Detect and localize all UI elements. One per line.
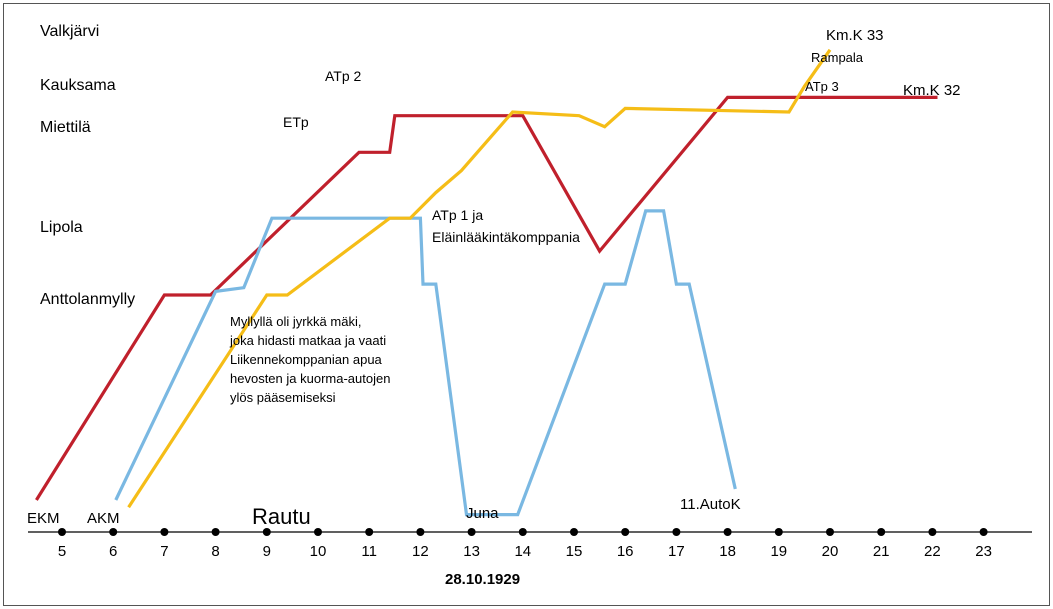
series-line-ekm: [35, 95, 938, 501]
x-tick-label: 22: [924, 543, 941, 560]
note-line: joka hidasti matkaa ja vaati: [229, 333, 386, 348]
x-tick-label: 14: [514, 543, 531, 560]
x-tick-dot: [467, 528, 476, 536]
place-label-valkjarvi: Valkjärvi: [40, 23, 99, 40]
annotation-km32: Km.K 32: [903, 82, 961, 99]
rautu-label: Rautu: [252, 504, 311, 529]
annotation-km33: Km.K 33: [826, 27, 884, 44]
date-label: 28.10.1929: [445, 571, 520, 588]
x-tick-label: 17: [668, 543, 685, 560]
x-tick-dot: [518, 528, 527, 536]
x-tick-label: 20: [822, 543, 839, 560]
x-tick-label: 11: [361, 543, 377, 560]
x-tick-dot: [723, 528, 732, 536]
place-label-lipola: Lipola: [40, 219, 83, 236]
x-tick-label: 6: [109, 543, 117, 560]
x-tick-dot: [416, 528, 425, 536]
x-tick-label: 13: [463, 543, 480, 560]
annotation-atp1: ATp 1 ja: [432, 207, 483, 223]
x-tick-dot: [570, 528, 578, 536]
series-line-third: [127, 48, 832, 509]
series-line-akm: [114, 209, 737, 517]
x-tick-label: 7: [160, 543, 168, 560]
x-tick-dot: [314, 528, 322, 536]
note-line: Liikennekomppanian apua: [230, 352, 383, 367]
x-tick-label: 12: [412, 543, 429, 560]
chart-border: [3, 3, 1050, 606]
x-tick-label: 16: [617, 543, 634, 560]
x-tick-dot: [877, 528, 886, 536]
place-label-kauksama: Kauksama: [40, 77, 116, 94]
place-label-miettila: Miettilä: [40, 119, 91, 136]
annotation-autok: 11.AutoK: [680, 496, 741, 513]
x-tick-dot: [928, 528, 937, 536]
x-tick-label: 10: [310, 543, 327, 560]
annotation-atp3: ATp 3: [805, 79, 839, 94]
x-tick-dot: [211, 528, 220, 536]
x-tick-dot: [774, 528, 783, 536]
annotation-ekm: EKM: [27, 510, 60, 527]
x-tick-dot: [979, 528, 988, 536]
series-layer: [35, 48, 938, 517]
x-tick-label: 9: [263, 543, 271, 560]
note-line: ylös pääsemiseksi: [230, 390, 336, 405]
place-label-anttolanmylly: Anttolanmylly: [40, 291, 135, 308]
annotation-elainlaakinta: Eläinlääkintäkomppania: [432, 229, 580, 245]
x-tick-dot: [109, 528, 118, 536]
x-tick-label: 5: [58, 543, 66, 560]
x-tick-label: 19: [770, 543, 787, 560]
x-tick-label: 18: [719, 543, 736, 560]
x-tick-dot: [160, 528, 169, 536]
annotation-atp2: ATp 2: [325, 68, 362, 84]
note-line: hevosten ja kuorma-autojen: [230, 371, 390, 386]
annotation-rampala: Rampala: [811, 50, 864, 65]
annotation-akm: AKM: [87, 510, 120, 527]
x-tick-layer: 5 6 7 8 9 10 11 12 13 14 15 16 17 18 19 20 21 22 23: [58, 528, 992, 560]
x-tick-label: 15: [566, 543, 583, 560]
note-line: Myllyllä oli jyrkkä mäki,: [230, 314, 361, 329]
x-tick-dot: [262, 528, 271, 536]
annotation-juna: Juna: [466, 505, 499, 522]
annotation-etp: ETp: [283, 114, 309, 130]
x-tick-dot: [672, 528, 681, 536]
x-tick-dot: [621, 528, 630, 536]
x-tick-label: 8: [211, 543, 219, 560]
x-tick-label: 23: [975, 543, 992, 560]
x-tick-dot: [826, 528, 834, 536]
x-tick-dot: [365, 528, 374, 536]
x-tick-label: 21: [873, 543, 890, 560]
mill-note: Myllyllä oli jyrkkä mäki, joka hidasti m…: [229, 314, 390, 405]
x-tick-dot: [58, 528, 66, 536]
